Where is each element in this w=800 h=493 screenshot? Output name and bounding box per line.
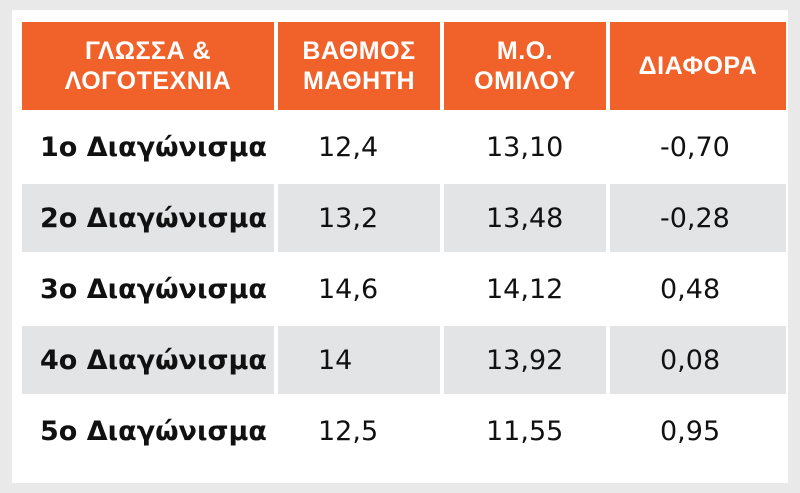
header-cell: ΔΙΑΦΟΡΑ [610, 22, 786, 110]
cell: 0,48 [660, 273, 721, 305]
row-label: 4ο Διαγώνισμα [22, 326, 274, 394]
cell: -0,28 [610, 184, 786, 252]
cell: 13,92 [444, 326, 606, 394]
header-row: ΓΛΩΣΣΑ & ΛΟΓΟΤΕΧΝΙΑ ΒΑΘΜΟΣ ΜΑΘΗΤΗ Μ.Ο. ΟΜΙ… [22, 22, 786, 110]
cell: 13,48 [444, 184, 606, 252]
row-label: 5ο Διαγώνισμα [40, 415, 267, 447]
cell: 11,55 [486, 415, 564, 447]
table-row: 1ο Διαγώνισμα 12,4 13,10 -0,70 [22, 113, 786, 181]
cell: 14,12 [486, 273, 564, 305]
table-row: 5ο Διαγώνισμα 12,5 11,55 0,95 [22, 397, 786, 465]
cell: 14,6 [318, 273, 379, 305]
header-cell: Μ.Ο. ΟΜΙΛΟΥ [444, 22, 606, 110]
table-row: 3ο Διαγώνισμα 14,6 14,12 0,48 [22, 255, 786, 323]
cell: 0,95 [660, 415, 721, 447]
cell: -0,70 [660, 131, 730, 163]
row-label: 2ο Διαγώνισμα [22, 184, 274, 252]
header-cell: ΒΑΘΜΟΣ ΜΑΘΗΤΗ [278, 22, 440, 110]
table-body: 1ο Διαγώνισμα 12,4 13,10 -0,70 2ο Διαγώνισμα… [22, 113, 786, 465]
row-label: 1ο Διαγώνισμα [40, 131, 267, 163]
row-label: 3ο Διαγώνισμα [40, 273, 267, 305]
cell: 13,2 [278, 184, 440, 252]
cell: 13,10 [486, 131, 564, 163]
header-cell: ΓΛΩΣΣΑ & ΛΟΓΟΤΕΧΝΙΑ [22, 22, 274, 110]
cell: 0,08 [610, 326, 786, 394]
grades-table: ΓΛΩΣΣΑ & ΛΟΓΟΤΕΧΝΙΑ ΒΑΘΜΟΣ ΜΑΘΗΤΗ Μ.Ο. ΟΜΙ… [18, 19, 790, 468]
cell: 12,5 [318, 415, 379, 447]
table-row: 2ο Διαγώνισμα 13,2 13,48 -0,28 [22, 184, 786, 252]
table-card: ΓΛΩΣΣΑ & ΛΟΓΟΤΕΧΝΙΑ ΒΑΘΜΟΣ ΜΑΘΗΤΗ Μ.Ο. ΟΜΙ… [12, 10, 788, 483]
cell: 12,4 [318, 131, 379, 163]
cell: 14 [278, 326, 440, 394]
table-row: 4ο Διαγώνισμα 14 13,92 0,08 [22, 326, 786, 394]
